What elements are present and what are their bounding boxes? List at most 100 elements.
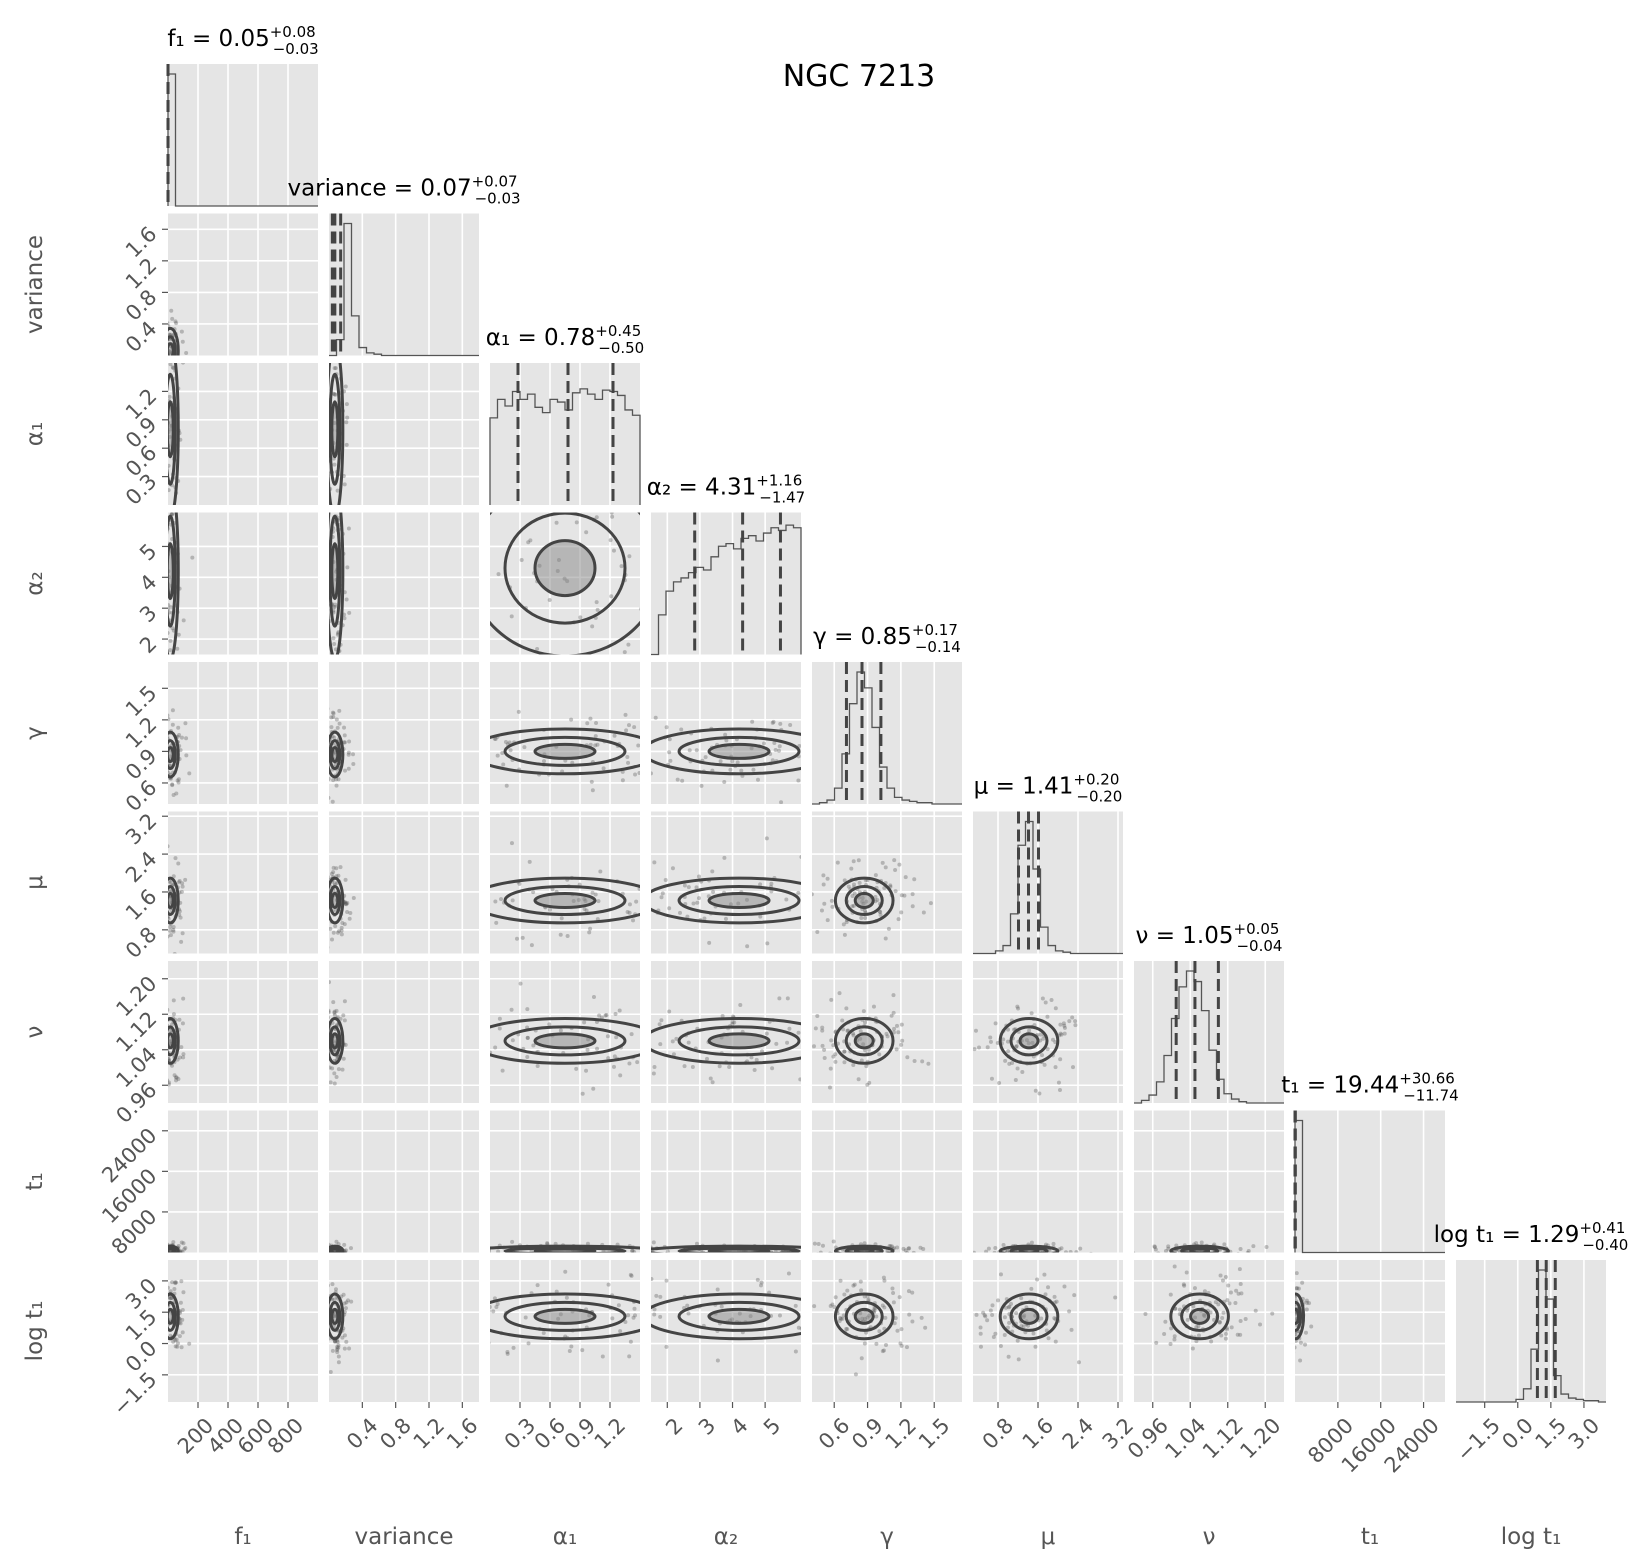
sample-point [862, 1020, 867, 1025]
sample-point [1288, 1302, 1292, 1306]
sample-point [160, 1252, 164, 1256]
histogram-alpha1 [489, 388, 641, 505]
sample-point [322, 508, 326, 512]
panel-background [651, 961, 801, 1103]
sample-point [154, 946, 158, 950]
density-contour [330, 542, 340, 601]
sample-point [1001, 1242, 1006, 1247]
scatter-points [329, 363, 350, 505]
density-contour [330, 400, 340, 459]
sample-point [162, 340, 166, 344]
sample-point [340, 1067, 345, 1072]
sample-point [865, 1294, 870, 1299]
sample-point [163, 742, 167, 746]
sample-point [866, 1297, 871, 1302]
y-tick-label: 3.0 [121, 1273, 162, 1314]
sample-point [168, 1080, 171, 1085]
sample-point [1078, 1246, 1083, 1251]
sample-point [606, 1282, 611, 1287]
scatter-points [1143, 1264, 1275, 1351]
sample-point [346, 766, 351, 771]
density-contour [533, 1247, 597, 1253]
scatter-points [812, 1239, 926, 1257]
panel-mu-mu [973, 811, 1123, 955]
sample-point [771, 719, 776, 724]
sample-point [646, 759, 650, 763]
sample-point [541, 1331, 546, 1336]
sample-point [176, 632, 181, 637]
sample-point [798, 1077, 801, 1082]
sample-point [344, 901, 349, 906]
sample-point [1285, 1305, 1289, 1309]
sample-point [893, 1316, 898, 1321]
sample-point [1185, 1317, 1190, 1322]
sample-point [165, 1256, 169, 1260]
sample-point [180, 1317, 185, 1322]
scatter-points [974, 1272, 1118, 1365]
sample-point [1246, 1249, 1251, 1253]
panel-logt1-f1 [168, 1260, 318, 1402]
sample-point [582, 1020, 587, 1025]
sample-point [164, 1030, 168, 1034]
sample-point [1156, 1251, 1161, 1253]
scatter-points [490, 981, 640, 1096]
sample-point [905, 1251, 910, 1253]
sample-point [325, 1297, 329, 1301]
sample-point [334, 1075, 339, 1080]
sample-point [330, 1348, 335, 1353]
scatter-points [325, 1282, 354, 1374]
sample-point [872, 1253, 876, 1257]
sample-point [179, 889, 184, 894]
sample-point [770, 758, 775, 763]
density-contour [1169, 1292, 1230, 1341]
density-contour [833, 876, 895, 925]
sample-point [997, 1080, 1002, 1085]
panel-gamma-alpha2 [646, 662, 801, 804]
sample-point [329, 777, 331, 782]
sample-point [1219, 1333, 1224, 1338]
sample-point [808, 1030, 812, 1034]
sample-point [694, 748, 699, 753]
sample-point [996, 1298, 1001, 1303]
sample-point [323, 941, 327, 945]
sample-point [1291, 1301, 1295, 1305]
sample-point [893, 867, 898, 872]
sample-point [563, 1253, 567, 1257]
sample-point [921, 910, 926, 915]
sample-point [899, 893, 904, 898]
density-contour [651, 876, 801, 925]
sample-point [163, 897, 167, 901]
sample-point [769, 889, 774, 894]
sample-point [332, 1339, 337, 1344]
sample-point [628, 1339, 633, 1344]
sample-point [758, 882, 763, 887]
sample-point [321, 632, 325, 636]
y-tick-label: 1.5 [121, 1305, 162, 1346]
y-axis-label-t1: t₁ [22, 1172, 48, 1190]
sample-point [564, 1295, 569, 1300]
sample-point [169, 1256, 173, 1260]
density-contour [168, 326, 180, 356]
sample-point [985, 1045, 990, 1050]
sample-point [580, 1348, 585, 1353]
sample-point [170, 365, 175, 370]
sample-point [162, 355, 166, 359]
sample-point [161, 756, 165, 760]
sample-point [162, 886, 166, 890]
sample-point [1070, 1065, 1075, 1070]
sample-point [890, 1286, 895, 1291]
sample-point [168, 610, 172, 615]
sample-point [863, 916, 868, 921]
sample-point [174, 1337, 179, 1342]
sample-point [627, 554, 632, 559]
sample-point [803, 1056, 807, 1060]
sample-point [170, 1280, 175, 1285]
sample-point [627, 902, 632, 907]
sample-point [329, 1369, 333, 1374]
sample-point [632, 1306, 637, 1311]
sample-point [1059, 1032, 1064, 1037]
panel-nu-mu [973, 961, 1123, 1103]
sample-point [1013, 1078, 1018, 1083]
sample-point [176, 777, 181, 782]
sample-point [793, 1349, 798, 1354]
